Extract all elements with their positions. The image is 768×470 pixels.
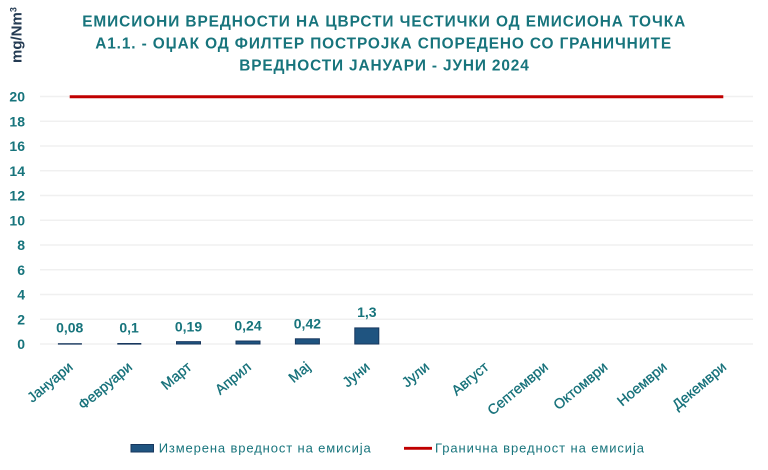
svg-text:mg/Nm3: mg/Nm3	[9, 7, 26, 63]
svg-text:Гранична вредност на емисија: Гранична вредност на емисија	[435, 441, 645, 456]
svg-text:14: 14	[9, 163, 25, 179]
svg-text:2: 2	[17, 311, 25, 327]
svg-text:10: 10	[9, 212, 25, 228]
svg-text:0,42: 0,42	[294, 315, 321, 331]
svg-text:0,19: 0,19	[175, 318, 202, 334]
svg-text:0,24: 0,24	[234, 318, 261, 334]
svg-text:1,3: 1,3	[357, 304, 377, 320]
svg-text:16: 16	[9, 138, 25, 154]
svg-text:18: 18	[9, 113, 25, 129]
svg-text:0: 0	[17, 336, 25, 352]
svg-text:8: 8	[17, 237, 25, 253]
svg-text:6: 6	[17, 262, 25, 278]
svg-text:Измерена вредност на емисија: Измерена вредност на емисија	[159, 441, 372, 456]
svg-text:0,08: 0,08	[56, 320, 83, 336]
svg-text:4: 4	[17, 287, 25, 303]
svg-text:ЕМИСИОНИ ВРЕДНОСТИ НА ЦВРСТИ Ч: ЕМИСИОНИ ВРЕДНОСТИ НА ЦВРСТИ ЧЕСТИЧКИ ОД…	[82, 14, 685, 31]
svg-text:А1.1. - ОЏАК ОД ФИЛТЕР ПОСТРОЈ: А1.1. - ОЏАК ОД ФИЛТЕР ПОСТРОЈКА СПОРЕДЕ…	[95, 35, 671, 52]
svg-text:0,1: 0,1	[119, 319, 139, 335]
svg-text:20: 20	[9, 89, 25, 105]
svg-text:ВРЕДНОСТИ ЈАНУАРИ - ЈУНИ 2024: ВРЕДНОСТИ ЈАНУАРИ - ЈУНИ 2024	[239, 58, 529, 75]
svg-text:12: 12	[9, 188, 25, 204]
